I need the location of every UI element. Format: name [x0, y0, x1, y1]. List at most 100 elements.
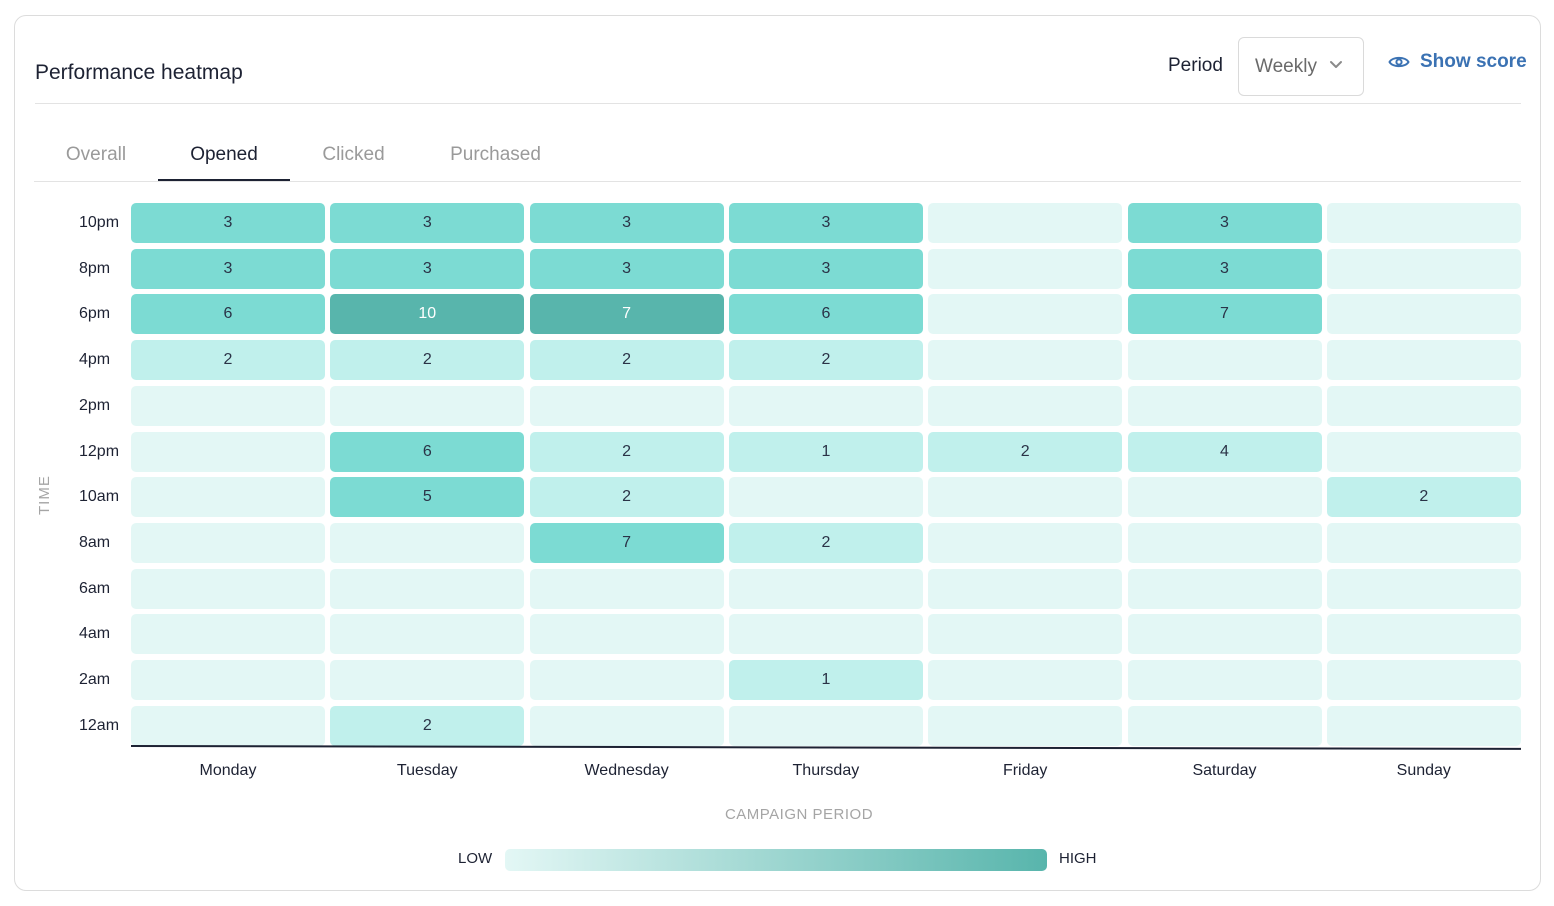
- heatmap-cell[interactable]: 3: [330, 203, 525, 243]
- heatmap-cell[interactable]: [928, 614, 1123, 655]
- heatmap-cell[interactable]: [131, 431, 325, 472]
- heatmap-cell[interactable]: [1326, 431, 1521, 472]
- heatmap-cell[interactable]: [131, 385, 325, 426]
- heatmap-cell[interactable]: [928, 568, 1123, 609]
- heatmap-cell[interactable]: [1127, 477, 1322, 518]
- heatmap-cell[interactable]: 3: [728, 203, 923, 243]
- heatmap-cell[interactable]: 3: [131, 248, 325, 289]
- heatmap-cell[interactable]: [1326, 522, 1521, 563]
- heatmap-cell[interactable]: 7: [1127, 294, 1322, 335]
- heatmap-cell[interactable]: 1: [728, 431, 923, 472]
- heatmap-cell[interactable]: [529, 660, 724, 700]
- period-select[interactable]: Weekly: [1238, 37, 1364, 96]
- heatmap-cell[interactable]: 2: [529, 431, 724, 472]
- heatmap-cell[interactable]: [1127, 385, 1322, 426]
- heatmap-cell[interactable]: [131, 614, 325, 655]
- heatmap-cell[interactable]: 6: [330, 431, 525, 472]
- heatmap-cell[interactable]: [728, 614, 923, 655]
- y-tick-label: 10am: [79, 488, 120, 506]
- heatmap-cell[interactable]: [928, 340, 1123, 381]
- heatmap-cell[interactable]: [330, 522, 525, 563]
- cell-value-label: 3: [1220, 259, 1229, 277]
- legend-high-label: HIGH: [1059, 850, 1097, 867]
- heatmap-cell[interactable]: [1326, 614, 1521, 655]
- heatmap-cell[interactable]: [330, 614, 525, 655]
- heatmap-cell[interactable]: 2: [529, 477, 724, 518]
- heatmap-cell[interactable]: 6: [728, 294, 923, 335]
- heatmap-cell[interactable]: [529, 705, 724, 746]
- heatmap-cell[interactable]: 2: [330, 705, 525, 746]
- heatmap-cell[interactable]: [131, 660, 325, 700]
- heatmap-cell[interactable]: [529, 568, 724, 609]
- heatmap-cell[interactable]: [728, 705, 923, 746]
- heatmap-cell[interactable]: 2: [529, 340, 724, 381]
- heatmap-cell[interactable]: [1326, 294, 1521, 335]
- x-tick-label: Wednesday: [584, 762, 669, 779]
- heatmap-cell[interactable]: [928, 477, 1123, 518]
- heatmap-cell[interactable]: 2: [131, 340, 325, 381]
- heatmap-cell[interactable]: 3: [330, 248, 525, 289]
- heatmap-cell[interactable]: [1326, 660, 1521, 700]
- heatmap-cell[interactable]: [1326, 385, 1521, 426]
- heatmap-cell[interactable]: 3: [1127, 248, 1322, 289]
- heatmap-cell[interactable]: [1326, 248, 1521, 289]
- heatmap-cell[interactable]: 6: [131, 294, 325, 335]
- tab-bar: Overall Opened Clicked Purchased: [34, 130, 1521, 182]
- tab-overall[interactable]: Overall: [34, 130, 158, 180]
- heatmap-cell[interactable]: [928, 660, 1123, 700]
- heatmap-cell[interactable]: [1127, 614, 1322, 655]
- heatmap-cell[interactable]: [928, 522, 1123, 563]
- heatmap-cell[interactable]: [928, 248, 1123, 289]
- heatmap-cell[interactable]: [928, 385, 1123, 426]
- heatmap-cell[interactable]: 2: [728, 340, 923, 381]
- heatmap-cell[interactable]: [928, 203, 1123, 243]
- heatmap-cell[interactable]: [1127, 705, 1322, 746]
- heatmap-cell[interactable]: [728, 477, 923, 518]
- heatmap-cell[interactable]: [1127, 660, 1322, 700]
- heatmap-cell[interactable]: [728, 385, 923, 426]
- heatmap-cell[interactable]: [1326, 203, 1521, 243]
- heatmap-cell[interactable]: [728, 568, 923, 609]
- heatmap-cell[interactable]: 1: [728, 660, 923, 700]
- heatmap-cell[interactable]: [330, 385, 525, 426]
- period-label: Period: [1168, 55, 1223, 76]
- show-score-button[interactable]: Show score: [1388, 51, 1527, 73]
- cell-value-label: 3: [422, 259, 432, 277]
- heatmap-cell[interactable]: [131, 705, 325, 746]
- heatmap-cell[interactable]: 5: [330, 477, 525, 518]
- heatmap-cell[interactable]: 2: [330, 340, 525, 381]
- heatmap-cell[interactable]: 3: [131, 203, 325, 243]
- heatmap-cell[interactable]: [1127, 568, 1322, 609]
- heatmap-cell[interactable]: [1326, 340, 1521, 381]
- heatmap-cell[interactable]: [1326, 705, 1521, 746]
- heatmap-cell[interactable]: [330, 568, 525, 609]
- heatmap-cell[interactable]: [131, 477, 325, 518]
- heatmap-cell[interactable]: 10: [330, 294, 525, 335]
- tab-purchased[interactable]: Purchased: [417, 130, 574, 180]
- heatmap-cell[interactable]: [529, 385, 724, 426]
- heatmap-cell[interactable]: 2: [728, 522, 923, 563]
- heatmap-cell[interactable]: 3: [529, 203, 724, 243]
- tab-clicked[interactable]: Clicked: [290, 130, 417, 180]
- heatmap-cell[interactable]: [928, 294, 1123, 335]
- heatmap-cell[interactable]: [1127, 340, 1322, 381]
- period-select-value: Weekly: [1255, 55, 1317, 77]
- heatmap-cell[interactable]: [131, 522, 325, 563]
- heatmap-cell[interactable]: [131, 568, 325, 609]
- heatmap-cell[interactable]: 3: [1127, 203, 1322, 243]
- tab-opened[interactable]: Opened: [158, 130, 290, 181]
- heatmap-cell[interactable]: 2: [1326, 477, 1521, 518]
- heatmap-cell[interactable]: [529, 614, 724, 655]
- cell-value-label: 3: [1220, 214, 1229, 231]
- heatmap-cell[interactable]: [1127, 522, 1322, 563]
- heatmap-cell[interactable]: 3: [728, 248, 923, 289]
- heatmap-cell[interactable]: [928, 705, 1123, 746]
- heatmap-cell[interactable]: [330, 660, 525, 700]
- heatmap-cell[interactable]: 3: [529, 248, 724, 289]
- heatmap-cell[interactable]: [1326, 568, 1521, 609]
- heatmap-cell[interactable]: 4: [1127, 431, 1322, 472]
- heatmap-cell[interactable]: 2: [928, 431, 1123, 472]
- heatmap-cell[interactable]: 7: [529, 294, 724, 335]
- eye-icon: [1388, 56, 1410, 68]
- heatmap-cell[interactable]: 7: [529, 522, 724, 563]
